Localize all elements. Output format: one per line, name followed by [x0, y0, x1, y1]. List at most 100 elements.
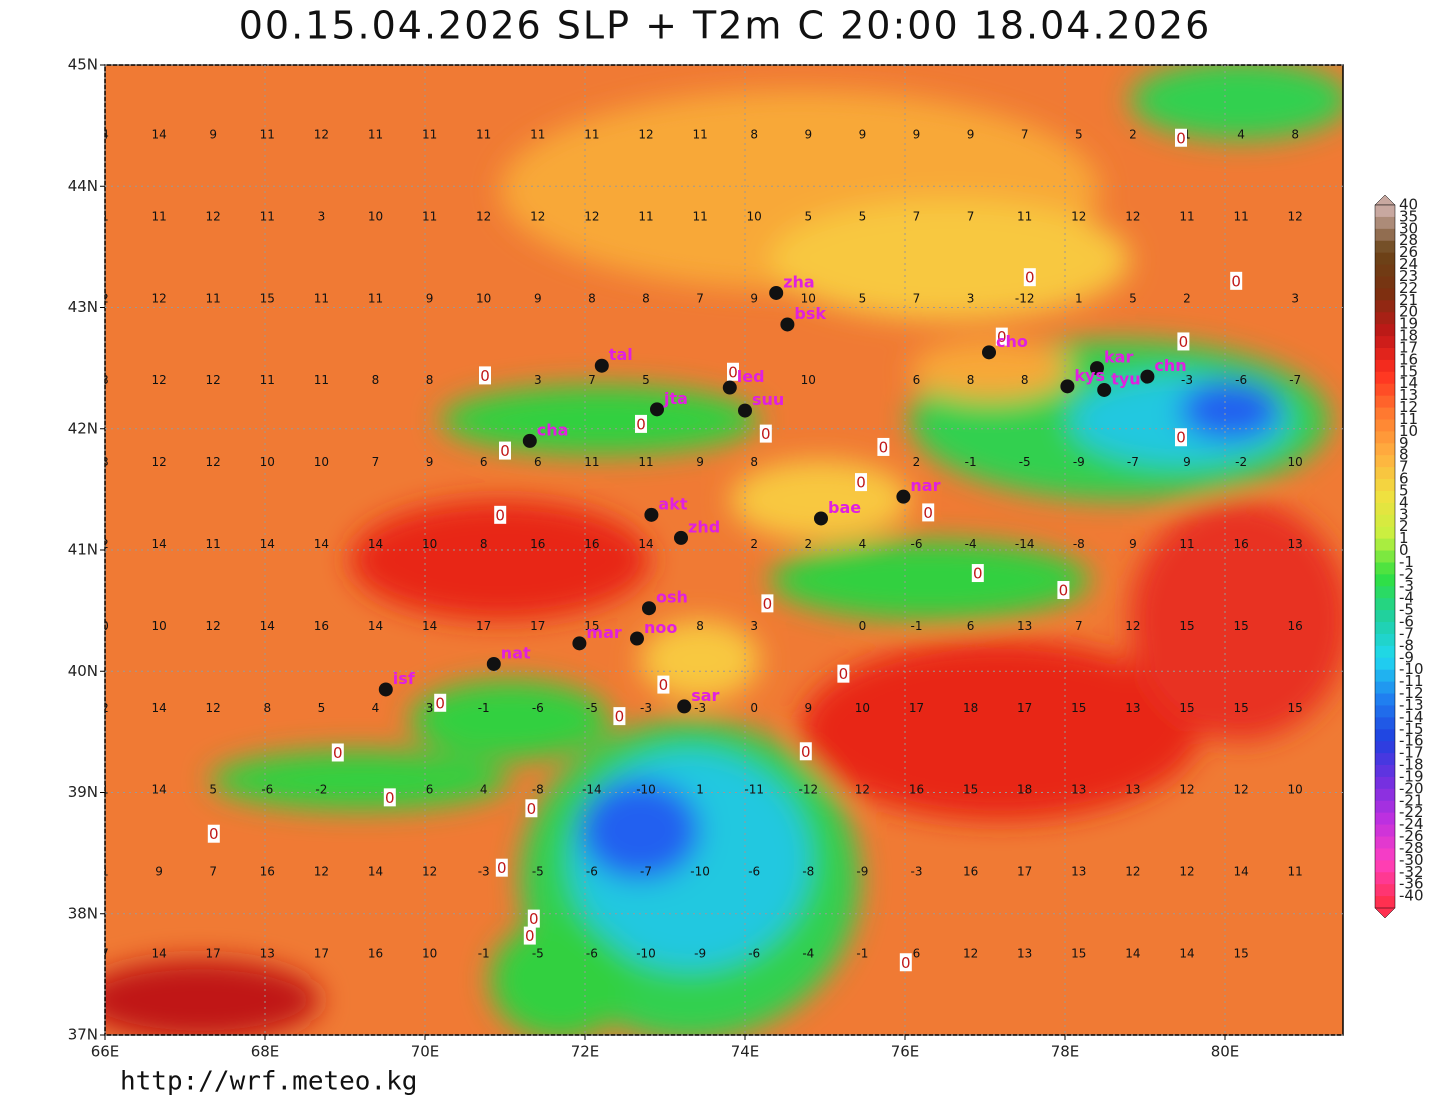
station-marker — [378, 682, 393, 697]
grid-value: 13 — [260, 947, 275, 961]
grid-value: 5 — [209, 783, 217, 797]
grid-value: 12 — [1125, 619, 1140, 633]
contour-label: 0 — [333, 744, 343, 762]
grid-value: 4 — [372, 701, 380, 715]
contour-label-box — [495, 858, 508, 877]
grid-value: 8 — [750, 128, 758, 142]
station-label: nat — [501, 643, 531, 662]
station-label: kys — [1074, 366, 1105, 385]
grid-value: 2 — [101, 701, 109, 715]
station-label: sar — [691, 686, 719, 705]
colorbar-label: 6 — [1399, 470, 1409, 488]
grid-value: 6 — [967, 619, 975, 633]
grid-value: 10 — [422, 537, 437, 551]
grid-value: 9 — [913, 128, 921, 142]
colorbar-label: 18 — [1399, 327, 1418, 345]
colorbar-label: -15 — [1399, 720, 1424, 738]
grid-value: 12 — [314, 865, 329, 879]
colorbar-label: 30 — [1399, 219, 1418, 237]
grid-value: 7 — [101, 947, 109, 961]
grid-value: 11 — [314, 291, 329, 305]
grid-value: -14 — [582, 783, 602, 797]
station-marker — [814, 511, 828, 526]
station-label: chn — [1154, 356, 1186, 375]
grid-value: 12 — [1179, 865, 1194, 879]
colorbar-label: 20 — [1399, 303, 1418, 321]
station-label: mar — [586, 623, 621, 642]
colorbar-segment — [1375, 216, 1395, 230]
grid-value: 17 — [909, 701, 924, 715]
grid-value: 11 — [1017, 209, 1032, 223]
colorbar-segment — [1375, 705, 1395, 718]
grid-value: 8 — [967, 373, 975, 387]
y-tick-label: 44N — [68, 177, 98, 195]
grid-value: 14 — [638, 537, 653, 551]
station-label: zhd — [688, 517, 720, 536]
grid-value: -6 — [586, 865, 598, 879]
grid-value: 8 — [372, 373, 380, 387]
grid-value: 8 — [588, 291, 596, 305]
grid-value: 12 — [206, 455, 221, 469]
grid-value: 17 — [530, 619, 545, 633]
contour-label-box — [635, 414, 647, 433]
colorbar-segment — [1375, 717, 1395, 730]
grid-value: 14 — [260, 537, 275, 551]
grid-value: -1 — [856, 947, 868, 961]
grid-value: 5 — [1129, 291, 1137, 305]
contour-label: 0 — [997, 328, 1007, 346]
colorbar-segment — [1375, 884, 1395, 897]
colorbar-segment — [1375, 419, 1395, 432]
colorbar-label: -20 — [1399, 779, 1424, 797]
grid-value: 10 — [801, 373, 816, 387]
colorbar-segment — [1375, 765, 1395, 778]
colorbar-label: 16 — [1399, 350, 1418, 368]
grid-value: -4 — [965, 537, 977, 551]
grid-value: 6 — [913, 373, 921, 387]
grid-value: 9 — [750, 291, 758, 305]
colorbar-label: 15 — [1399, 362, 1418, 380]
grid-value: -3 — [694, 701, 706, 715]
grid-value: 4 — [1237, 128, 1245, 142]
x-tick-label: 66E — [91, 1043, 120, 1061]
grid-value: 11 — [422, 128, 437, 142]
colorbar-segment — [1375, 550, 1395, 563]
colorbar-label: 17 — [1399, 338, 1418, 356]
grid-value: -5 — [1019, 455, 1031, 469]
grid-value: 9 — [859, 128, 867, 142]
grid-value: 14 — [422, 619, 437, 633]
grid-value: 11 — [1288, 865, 1303, 879]
colorbar-segment — [1375, 490, 1395, 504]
grid-value: 10 — [1288, 783, 1303, 797]
grid-value: 15 — [1071, 947, 1086, 961]
contour-label: 0 — [497, 859, 507, 877]
grid-value: -9 — [856, 865, 868, 879]
grid-value: 9 — [155, 865, 163, 879]
colorbar-segment — [1375, 741, 1395, 754]
grid-value: -12 — [1015, 291, 1035, 305]
grid-value: -1 — [478, 947, 490, 961]
grid-value: 10 — [422, 947, 437, 961]
colorbar-segment — [1375, 479, 1395, 492]
contour-label: 0 — [728, 363, 738, 381]
grid-value: 5 — [1075, 128, 1083, 142]
colorbar-segment — [1375, 633, 1395, 647]
grid-value: 7 — [1075, 619, 1083, 633]
grid-value: 12 — [206, 209, 221, 223]
x-tick-label: 72E — [571, 1043, 600, 1061]
contour-label: 0 — [615, 708, 625, 726]
grid-value: 16 — [314, 619, 329, 633]
contour-label-box — [1175, 428, 1187, 447]
station-label: tal — [609, 345, 633, 364]
station-label: kar — [1104, 348, 1133, 367]
contour-label-box — [1057, 581, 1070, 600]
grid-value: 5 — [859, 209, 867, 223]
contour-label-box — [877, 437, 890, 456]
grid-value: 12 — [1179, 783, 1194, 797]
grid-value: 4 — [101, 128, 109, 142]
colorbar-segment — [1375, 562, 1395, 575]
station-marker — [630, 631, 644, 646]
contour-label-box — [995, 327, 1008, 346]
grid-value: 14 — [1125, 947, 1140, 961]
station-label: cho — [996, 332, 1028, 351]
